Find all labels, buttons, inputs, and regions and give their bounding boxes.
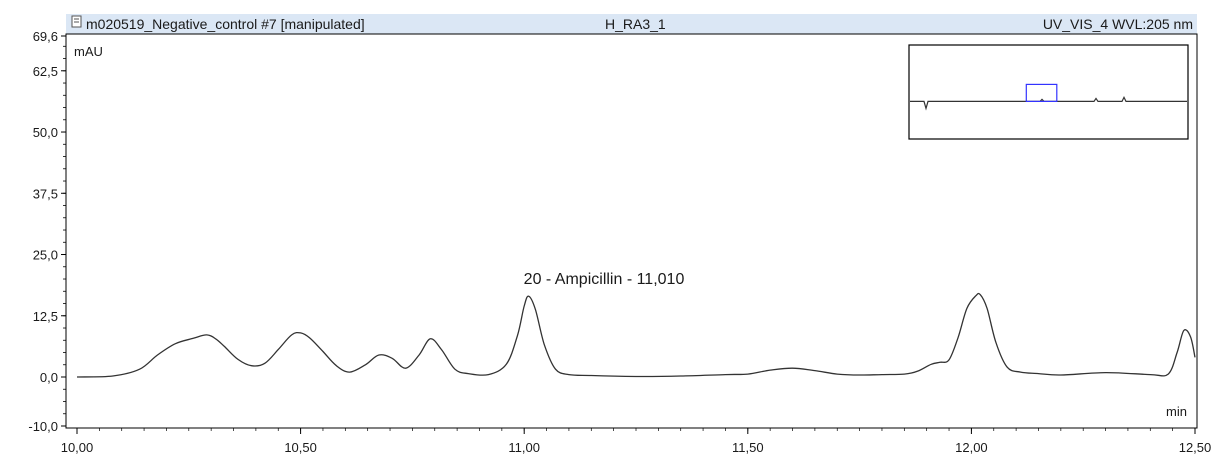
channel-label: UV_VIS_4 WVL:205 nm [1043, 16, 1193, 32]
x-axis: 10,00 10,50 11,00 11,50 12,00 12,50 [61, 428, 1212, 455]
sample-name: m020519_Negative_control #7 [manipulated… [86, 16, 365, 32]
x-tick-label: 11,00 [508, 440, 540, 455]
chromatogram-trace [76, 292, 1196, 378]
y-tick-label: 62,5 [33, 64, 58, 79]
overview-inset[interactable] [908, 44, 1189, 140]
y-tick-label: -10,0 [28, 419, 58, 434]
y-tick-label: 37,5 [33, 186, 58, 201]
x-tick-label: 11,50 [732, 440, 764, 455]
header-bar [66, 14, 1197, 34]
y-tick-label: 0,0 [40, 370, 58, 385]
x-tick-label: 10,50 [284, 440, 317, 455]
x-axis-label: min [1166, 404, 1187, 419]
peak-label: 20 - Ampicillin - 11,010 [524, 271, 685, 288]
inset-zoom-box[interactable] [1025, 83, 1058, 103]
peak-annotations: 20 - Ampicillin - 11,010 [524, 271, 685, 288]
y-tick-label: 12,5 [33, 309, 58, 324]
x-tick-label: 12,50 [1179, 440, 1212, 455]
y-axis: -10,0 0,0 12,5 25,0 37,5 50,0 62,5 69,6 [28, 29, 66, 434]
y-axis-label: mAU [74, 44, 103, 59]
y-tick-label: 50,0 [33, 125, 58, 140]
injection-name: H_RA3_1 [605, 16, 666, 32]
document-icon [71, 15, 82, 28]
y-tick-label: 69,6 [33, 29, 58, 44]
inset-frame [908, 44, 1189, 140]
traces [76, 292, 1196, 378]
x-tick-label: 12,00 [955, 440, 988, 455]
y-tick-label: 25,0 [33, 248, 58, 263]
x-tick-label: 10,00 [61, 440, 94, 455]
